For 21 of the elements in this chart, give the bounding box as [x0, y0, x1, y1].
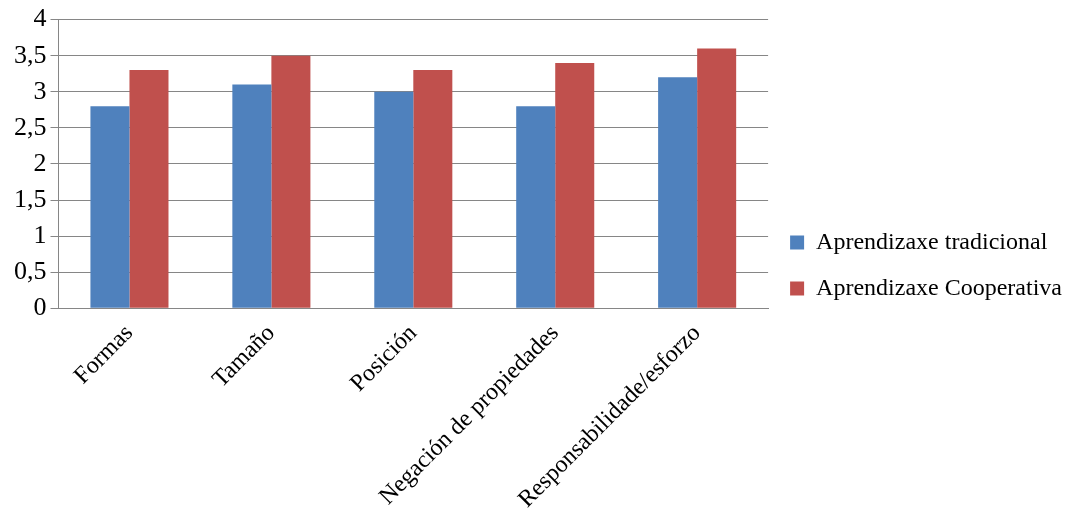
y-tick-label: 0 — [33, 292, 47, 322]
y-tick-label: 1 — [33, 219, 47, 249]
y-tick-label: 3 — [33, 75, 47, 105]
bar — [516, 106, 556, 308]
bar — [232, 84, 272, 308]
bar — [129, 70, 169, 308]
y-tick-label: 2 — [33, 147, 47, 177]
bar — [271, 55, 311, 308]
bar — [374, 91, 414, 308]
bar — [658, 77, 698, 308]
bar — [555, 62, 595, 308]
bar — [697, 48, 737, 308]
legend-label: Aprendizaxe tradicional — [816, 227, 1048, 254]
bar — [90, 106, 130, 308]
y-tick-label: 1,5 — [14, 183, 47, 213]
y-tick-label: 3,5 — [14, 39, 47, 69]
y-tick-label: 0,5 — [14, 256, 47, 286]
y-tick-label: 2,5 — [14, 111, 47, 141]
y-tick-label: 4 — [33, 3, 47, 33]
bar — [413, 70, 453, 308]
legend-label: Aprendizaxe Cooperativa — [816, 273, 1063, 300]
